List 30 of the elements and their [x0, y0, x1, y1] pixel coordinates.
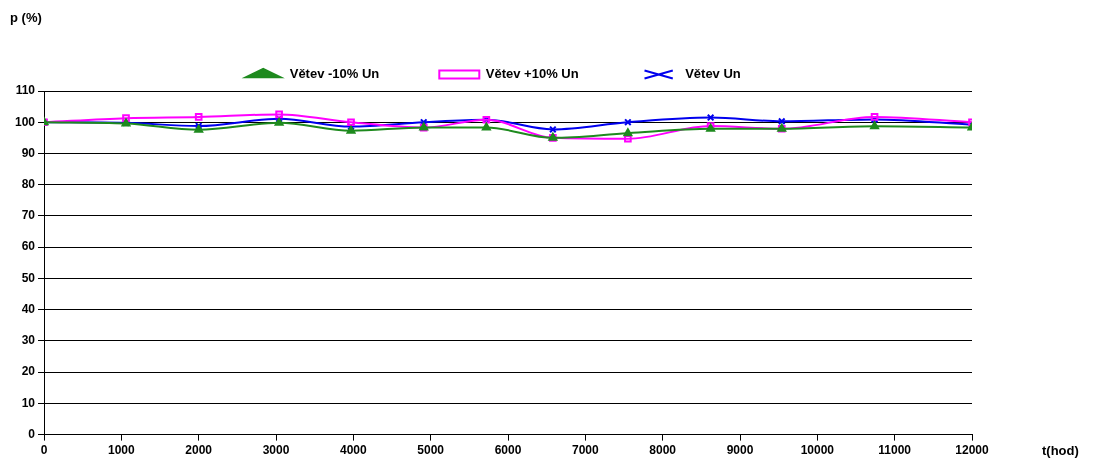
x-tick-label: 9000	[726, 443, 754, 458]
legend-label: Větev Un	[685, 66, 741, 82]
x-tick-label: 4000	[340, 443, 368, 458]
x-tick-label: 12000	[955, 443, 990, 458]
y-tick-label: 80	[21, 177, 36, 192]
y-tick-label: 10	[21, 395, 36, 410]
x-tick-label: 1000	[108, 443, 136, 458]
y-tick-label: 0	[28, 426, 36, 441]
x-axis-title: t(hod)	[1042, 442, 1079, 458]
y-axis-title: p (%)	[10, 10, 42, 26]
x-tick-label: 11000	[878, 443, 912, 458]
legend-label: Větev -10% Un	[289, 66, 380, 82]
y-tick-label: 50	[21, 270, 36, 285]
x-tick-label: 8000	[649, 443, 677, 458]
y-tick-label: 90	[21, 145, 36, 160]
x-tick-label: 3000	[262, 443, 290, 458]
legend-label: Větev +10% Un	[485, 66, 579, 82]
y-tick-label: 100	[14, 114, 36, 129]
x-tick-label: 2000	[185, 443, 213, 458]
y-tick-label: 40	[21, 301, 36, 316]
y-tick-label: 20	[21, 364, 36, 379]
y-tick-label: 70	[21, 208, 36, 223]
x-tick-label: 7000	[571, 443, 600, 458]
y-tick-label: 30	[21, 333, 36, 348]
y-tick-label: 110	[15, 83, 36, 98]
y-tick-label: 60	[21, 239, 36, 254]
x-tick-label: 10000	[800, 443, 835, 458]
x-tick-label: 6000	[494, 443, 522, 458]
x-tick-label: 0	[40, 443, 48, 458]
x-tick-label: 5000	[417, 443, 445, 458]
